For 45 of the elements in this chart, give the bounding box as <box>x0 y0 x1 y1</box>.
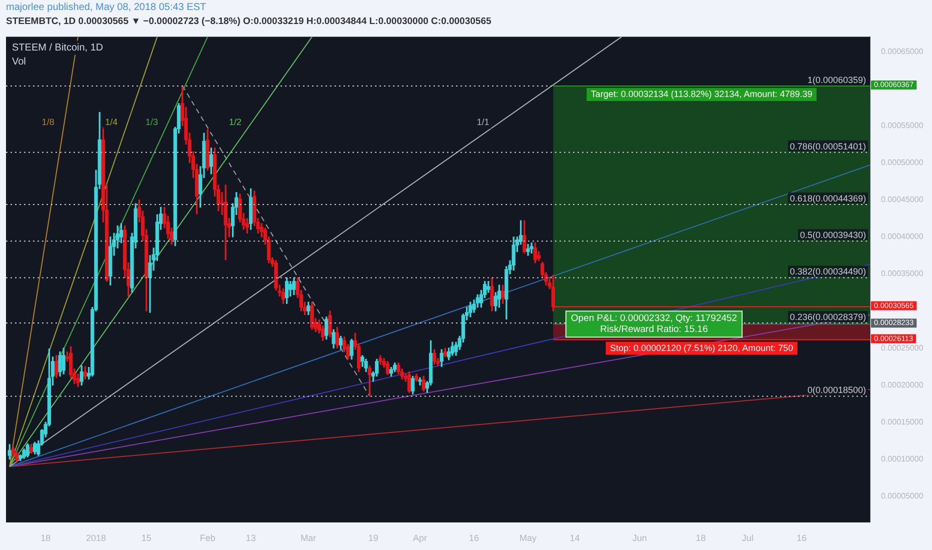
x-tick-label: 14 <box>570 533 580 544</box>
x-tick-label: 15 <box>141 533 152 544</box>
series-label: 1/1 <box>476 117 490 128</box>
series-label: 1/4 <box>105 117 118 128</box>
x-tick-label: 16 <box>796 533 807 544</box>
y-tick-label: 0.00005000 <box>881 491 924 500</box>
x-tick-label: 13 <box>246 533 256 544</box>
x-tick-label: Mar <box>300 533 316 544</box>
ref-line-label: 0.5(0.00039430) <box>800 230 866 240</box>
x-tick-label: May <box>519 533 537 544</box>
text: majorlee published, May 08, 2018 05:43 EST <box>5 1 208 15</box>
y-tick-label: 0.00015000 <box>881 417 924 426</box>
x-tick-label: 18 <box>40 533 51 544</box>
ref-line-label: 0.618(0.00044369) <box>790 193 866 204</box>
ref-line-label: 0.236(0.00028379) <box>790 312 866 322</box>
band-label: Stop: 0.00002120 (7.51%) 2120, Amount: 750 <box>610 342 794 353</box>
y-tick-label: 0.00025000 <box>881 343 924 352</box>
text: STEEM / Bitcoin, 1D <box>12 42 104 54</box>
series-label: 1/2 <box>229 117 242 128</box>
annotation: Vol <box>12 56 26 68</box>
y-tick-label: 0.00040000 <box>881 232 924 242</box>
x-tick-label: 19 <box>368 533 378 544</box>
y-tick-label: 0.00045000 <box>881 195 924 204</box>
ref-line-label: 1(0.00060359) <box>807 75 866 85</box>
y-tick-label: 0.00035000 <box>881 269 924 278</box>
x-tick-label: 2018 <box>86 533 106 544</box>
series-label: 1/3 <box>145 117 158 128</box>
band-label: Target: 0.00032134 (113.82%) 32134, Amount: 4789.39 <box>590 88 812 99</box>
x-tick-label: Apr <box>412 533 428 544</box>
y-tick-label: 0.00055000 <box>881 120 924 130</box>
x-tick-label: Feb <box>200 533 216 544</box>
y-tick-label: 0.00010000 <box>881 454 924 464</box>
ref-line-label: 0(0.00018500) <box>807 385 866 396</box>
x-tick-label: Jul <box>742 533 754 544</box>
x-tick-label: Jun <box>632 533 647 544</box>
series-label: 1/8 <box>42 117 54 128</box>
annotation: Open P&L: 0.00002332, Qty: 11792452 Risk/Reward Ratio: 15.16 <box>570 313 738 336</box>
ref-line-label: 0.382(0.00034490) <box>790 266 866 277</box>
y-tick-label: 0.00065000 <box>881 46 924 56</box>
y-tick-label: 0.00020000 <box>881 380 924 390</box>
chart-subtitle: STEEMBTC, 1D 0.00030565 ▼ −0.00002723 (−8.18%) O:0.00033219 H:0.00034844 L:0.00030000 C:0.00030565 <box>5 16 492 29</box>
x-tick-label: 16 <box>468 533 480 544</box>
x-tick-label: 18 <box>696 533 706 544</box>
ref-line-label: 0.786(0.00051401) <box>790 141 866 152</box>
y-tick-label: 0.00050000 <box>881 158 924 167</box>
